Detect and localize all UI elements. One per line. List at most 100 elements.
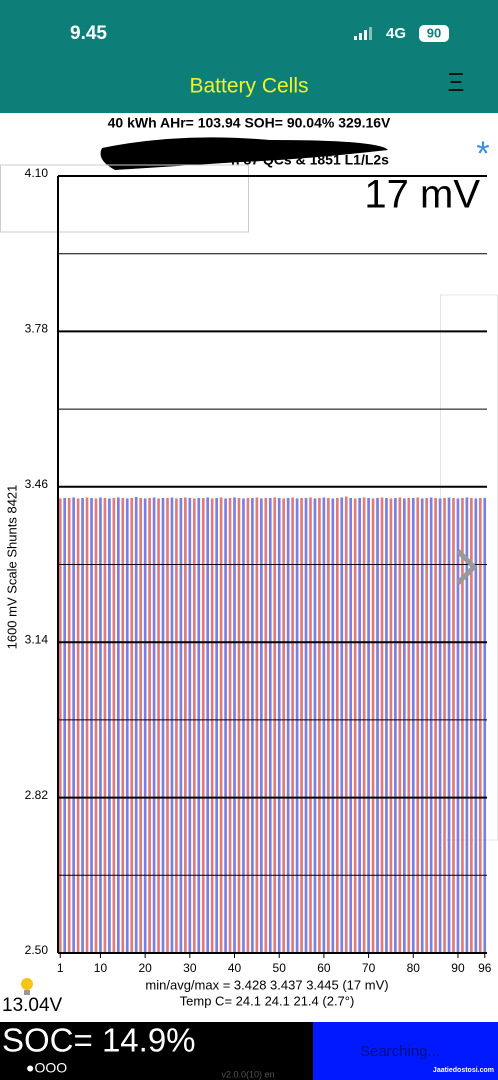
- bar: [429, 497, 433, 953]
- bar: [327, 497, 330, 953]
- bar: [246, 497, 250, 953]
- bar: [273, 497, 277, 953]
- bar: [420, 498, 424, 953]
- battery-icon: [419, 25, 449, 42]
- bar: [461, 497, 464, 953]
- bar: [331, 498, 335, 953]
- bar: [161, 497, 165, 953]
- bar: [99, 497, 102, 953]
- bar: [170, 497, 174, 953]
- bar: [483, 497, 487, 953]
- bar: [434, 497, 437, 953]
- bar: [242, 498, 245, 953]
- bar: [322, 497, 326, 953]
- bar: [251, 497, 254, 953]
- x-tick-label: 60: [317, 961, 331, 975]
- bar: [380, 497, 384, 953]
- bar: [112, 497, 116, 953]
- bar: [438, 498, 442, 953]
- bar: [152, 497, 156, 953]
- redaction: [100, 137, 388, 170]
- x-tick-label: 50: [273, 961, 287, 975]
- x-tick-label: 96: [478, 961, 492, 975]
- bar: [465, 497, 469, 953]
- bar: [76, 498, 80, 953]
- bar: [192, 498, 196, 953]
- bar: [206, 497, 210, 953]
- x-tick-label: 40: [228, 961, 242, 975]
- bar: [367, 497, 370, 953]
- bar: [349, 497, 353, 953]
- bar: [134, 496, 138, 953]
- bar: [72, 497, 75, 953]
- bar: [385, 497, 388, 953]
- bar: [188, 497, 192, 953]
- bar: [277, 497, 281, 953]
- bar: [407, 497, 411, 953]
- bar: [389, 498, 393, 953]
- x-tick-label: 80: [407, 961, 421, 975]
- bar: [398, 497, 402, 953]
- bar: [215, 497, 218, 953]
- bar: [90, 497, 93, 953]
- bar: [81, 497, 84, 953]
- bar: [116, 497, 120, 953]
- x-tick-label: 70: [362, 961, 376, 975]
- bar: [411, 497, 415, 953]
- status: Searching...: [360, 1043, 440, 1060]
- bar: [295, 498, 299, 953]
- y-tick-label: 2.50: [25, 943, 49, 957]
- stats: min/avg/max = 3.428 3.437 3.445 (17 mV): [145, 977, 388, 992]
- bar: [108, 498, 111, 953]
- top-bar: [0, 0, 498, 113]
- bar: [58, 498, 62, 953]
- signal: [354, 27, 372, 40]
- bar: [335, 497, 339, 953]
- bar: [474, 498, 478, 953]
- bar: [121, 497, 125, 953]
- bar: [291, 497, 294, 953]
- bar: [313, 498, 317, 953]
- bar: [224, 498, 227, 953]
- bar: [416, 497, 420, 953]
- time: 9.45: [70, 23, 107, 44]
- y-tick-label: 3.14: [25, 632, 49, 646]
- x-tick-label: 1: [57, 961, 64, 975]
- menu[interactable]: Ξ: [448, 67, 465, 97]
- bar: [197, 497, 201, 953]
- version: v2.0.0(10) en: [221, 1069, 274, 1079]
- bar: [201, 497, 205, 953]
- bar: [67, 497, 71, 953]
- bar: [94, 498, 98, 953]
- soc: SOC= 14.9%: [2, 1022, 196, 1059]
- bar: [452, 497, 455, 953]
- bar: [157, 498, 160, 953]
- annotation: 17 mV: [364, 173, 480, 217]
- y-tick-label: 2.82: [25, 788, 49, 802]
- bar: [304, 497, 308, 953]
- bar: [376, 497, 379, 953]
- bar: [340, 497, 344, 953]
- bar: [318, 497, 321, 953]
- temps: Temp C= 24.1 24.1 21.4 (2.7°): [180, 993, 355, 1008]
- star[interactable]: *: [476, 135, 489, 173]
- bar: [139, 497, 143, 953]
- bar: [470, 497, 473, 953]
- overlay-box: [0, 164, 249, 233]
- bar: [143, 498, 147, 953]
- bar: [179, 497, 183, 953]
- bar: [447, 497, 451, 953]
- dots: ●OOO: [26, 1060, 67, 1076]
- bar: [237, 497, 241, 953]
- bar: [184, 497, 187, 953]
- bar: [175, 498, 178, 953]
- bar: [130, 497, 134, 953]
- x-tick-label: 30: [183, 961, 197, 975]
- chevron[interactable]: [456, 549, 478, 585]
- bar: [148, 497, 151, 953]
- bar: [166, 497, 169, 953]
- bar: [309, 497, 312, 953]
- status-panel[interactable]: [313, 1022, 498, 1080]
- bar: [233, 497, 236, 953]
